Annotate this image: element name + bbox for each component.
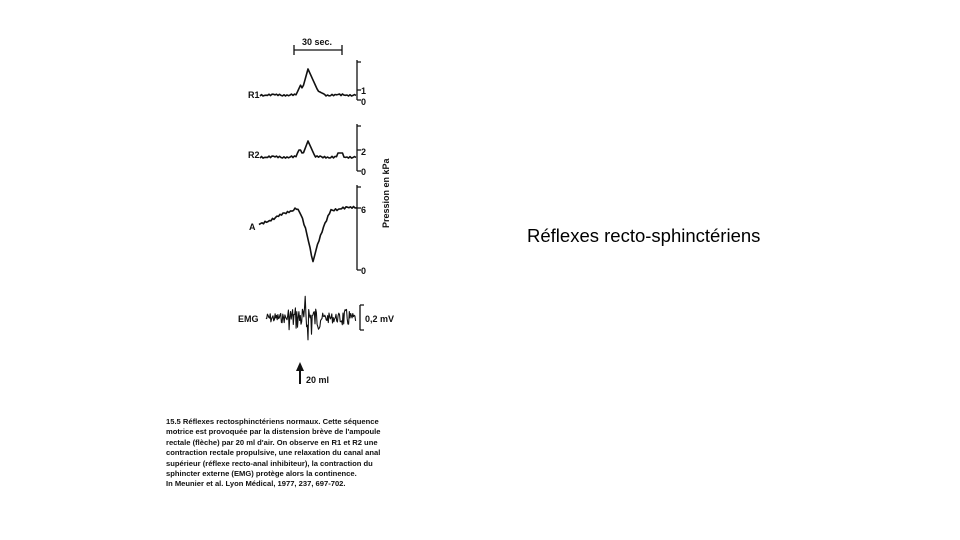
scale-top-a: 6 bbox=[361, 205, 366, 215]
channel-label-r2: R2 bbox=[248, 150, 260, 160]
caption-line: supérieur (réflexe recto-anal inhibiteur… bbox=[166, 458, 373, 468]
channel-r2: R2 2 0 bbox=[248, 124, 366, 177]
channel-emg: EMG 0,2 mV bbox=[238, 295, 394, 341]
scale-axis-r1 bbox=[356, 60, 361, 101]
stimulus-label: 20 ml bbox=[306, 375, 329, 385]
scale-bottom-r1: 0 bbox=[361, 97, 366, 107]
stimulus-arrow: 20 ml bbox=[296, 362, 329, 385]
trace-a bbox=[258, 205, 357, 263]
channel-r1: R1 1 0 bbox=[248, 60, 366, 107]
caption-line: 15.5 Réflexes rectosphinctériens normaux… bbox=[166, 417, 379, 426]
caption-line: motrice est provoquée par la distension … bbox=[166, 427, 381, 437]
trace-r2 bbox=[259, 140, 357, 159]
slide-title: Réflexes recto-sphinctériens bbox=[527, 225, 761, 246]
channel-label-r1: R1 bbox=[248, 90, 260, 100]
scale-axis-r2 bbox=[356, 124, 361, 172]
scale-label-emg: 0,2 mV bbox=[365, 314, 394, 324]
time-scale-bar: 30 sec. bbox=[293, 37, 343, 55]
trace-r1 bbox=[259, 68, 357, 97]
scale-top-r1: 1 bbox=[361, 86, 366, 96]
scale-bottom-r2: 0 bbox=[361, 167, 366, 177]
scale-axis-a bbox=[356, 185, 361, 271]
pressure-axis-label: Pression en kPa bbox=[381, 157, 391, 228]
figure-caption: 15.5 Réflexes rectosphinctériens normaux… bbox=[166, 417, 466, 490]
channel-label-emg: EMG bbox=[238, 314, 259, 324]
caption-line: In Meunier et al. Lyon Médical, 1977, 23… bbox=[166, 479, 346, 489]
scale-bottom-a: 0 bbox=[361, 266, 366, 276]
channel-a: A 6 0 bbox=[249, 185, 366, 276]
caption-line: contraction rectale propulsive, une rela… bbox=[166, 448, 381, 458]
arrow-up-icon bbox=[296, 362, 304, 371]
caption-line: rectale (flèche) par 20 ml d'air. On obs… bbox=[166, 437, 378, 447]
scale-top-r2: 2 bbox=[361, 147, 366, 157]
time-scale-label: 30 sec. bbox=[302, 37, 332, 47]
caption-line: sphincter externe (EMG) protège alors la… bbox=[166, 469, 357, 479]
trace-emg bbox=[265, 295, 357, 341]
channel-label-a: A bbox=[249, 222, 256, 232]
scale-axis-emg bbox=[359, 304, 364, 331]
